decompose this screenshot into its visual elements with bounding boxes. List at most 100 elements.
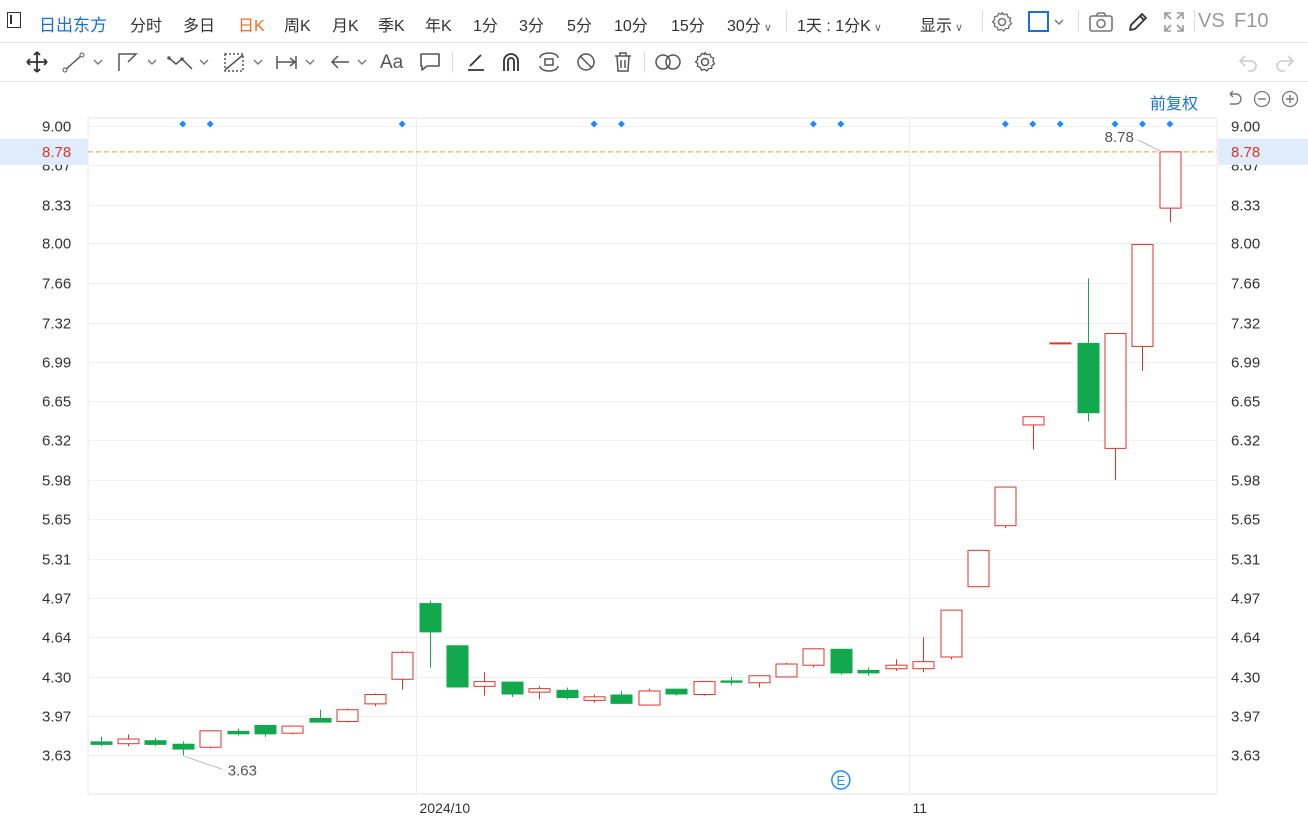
y-tick-label-left: 3.63 bbox=[42, 748, 71, 765]
sidebar-toggle-icon[interactable] bbox=[7, 12, 21, 28]
pen-icon[interactable] bbox=[464, 50, 488, 74]
range-icon[interactable] bbox=[274, 50, 318, 74]
camera-icon[interactable] bbox=[1088, 10, 1114, 34]
settings-icon[interactable] bbox=[693, 50, 717, 74]
y-tick-label-left: 6.65 bbox=[42, 394, 71, 411]
y-tick-label-right: 4.30 bbox=[1231, 670, 1260, 687]
candle bbox=[940, 609, 963, 660]
y-tick-label-left: 4.30 bbox=[42, 670, 71, 687]
period-tab[interactable]: 年K bbox=[425, 18, 452, 35]
period-tab[interactable]: 3分 bbox=[519, 18, 544, 35]
line-icon[interactable] bbox=[62, 50, 106, 74]
y-tick-label-right: 5.31 bbox=[1231, 552, 1260, 569]
current-price-label-left: 8.78 bbox=[42, 144, 71, 161]
x-tick-label: 11 bbox=[913, 800, 928, 816]
stock-name[interactable]: 日出东方 bbox=[39, 16, 107, 35]
divider bbox=[1078, 10, 1079, 32]
max-price-label: 8.78 bbox=[1105, 129, 1134, 146]
candle-body bbox=[857, 669, 880, 674]
period-tab[interactable]: 10分 bbox=[614, 18, 648, 35]
move-icon[interactable] bbox=[24, 50, 50, 74]
chevron-down-icon: ∨ bbox=[763, 22, 772, 34]
y-tick-label-left: 8.33 bbox=[42, 198, 71, 215]
candle-body bbox=[720, 680, 743, 683]
reset-icon[interactable] bbox=[1225, 90, 1243, 108]
candle-body bbox=[391, 651, 414, 680]
candle bbox=[117, 734, 140, 747]
interval-select[interactable]: 1天 : 1分K ∨ bbox=[797, 18, 882, 35]
dividend-marker-icon bbox=[837, 120, 845, 128]
candle bbox=[912, 637, 935, 673]
pencil-icon[interactable] bbox=[1126, 10, 1150, 34]
candle bbox=[1104, 333, 1127, 481]
candle-body bbox=[90, 741, 113, 745]
zoom-out-icon[interactable] bbox=[1253, 90, 1271, 108]
candle-body bbox=[309, 717, 332, 723]
y-tick-label-right: 6.32 bbox=[1231, 433, 1260, 450]
candle-body bbox=[693, 681, 716, 695]
dividend-marker-icon bbox=[809, 120, 817, 128]
candle-body bbox=[638, 690, 661, 706]
period-tab[interactable]: 30分 ∨ bbox=[727, 18, 772, 35]
x-tick-label: 2024/10 bbox=[420, 800, 471, 816]
period-tab[interactable]: 分时 bbox=[130, 18, 163, 35]
magnet-icon[interactable] bbox=[499, 50, 523, 74]
candle-body bbox=[336, 709, 359, 722]
comment-icon[interactable] bbox=[418, 50, 442, 74]
candle-body bbox=[1131, 243, 1154, 347]
redo-icon[interactable] bbox=[1273, 50, 1297, 74]
candle-body bbox=[610, 694, 633, 704]
vs-button[interactable]: VS bbox=[1198, 10, 1225, 32]
period-tab[interactable]: 15分 bbox=[671, 18, 705, 35]
period-tab[interactable]: 日K bbox=[238, 18, 265, 35]
candle bbox=[1131, 243, 1154, 372]
candle bbox=[1077, 278, 1100, 422]
y-tick-label-left: 5.31 bbox=[42, 552, 71, 569]
period-tab[interactable]: 季K bbox=[378, 18, 405, 35]
link-icon[interactable] bbox=[654, 50, 682, 74]
measure-icon[interactable] bbox=[222, 50, 266, 74]
candle-body bbox=[199, 730, 222, 748]
period-tab[interactable]: 1分 bbox=[473, 18, 498, 35]
candle-body bbox=[281, 725, 304, 734]
dividend-marker-icon bbox=[617, 120, 625, 128]
plot-frame bbox=[87, 117, 1218, 795]
candle-body bbox=[501, 681, 524, 695]
period-tab[interactable]: 5分 bbox=[567, 18, 592, 35]
trash-icon[interactable] bbox=[611, 50, 635, 74]
drawing-toolbar: Aa bbox=[0, 43, 1308, 82]
dividend-marker-icon bbox=[1166, 120, 1174, 128]
period-tab[interactable]: 周K bbox=[284, 18, 311, 35]
y-tick-label-left: 8.67 bbox=[42, 158, 71, 175]
candle-body bbox=[748, 675, 771, 684]
y-tick-label-left: 5.65 bbox=[42, 512, 71, 529]
adjust-type-button[interactable]: 前复权 bbox=[1150, 96, 1199, 113]
period-tab[interactable]: 月K bbox=[332, 18, 359, 35]
candle bbox=[775, 662, 798, 678]
text-tool-icon[interactable]: Aa bbox=[380, 52, 404, 73]
channel-icon[interactable] bbox=[116, 50, 160, 74]
arrow-icon[interactable] bbox=[328, 50, 372, 74]
candle bbox=[172, 741, 195, 756]
display-menu[interactable]: 显示 ∨ bbox=[920, 18, 964, 35]
candle bbox=[90, 736, 113, 747]
zoom-in-icon[interactable] bbox=[1281, 90, 1299, 108]
fullscreen-icon[interactable] bbox=[1162, 10, 1186, 34]
settings-icon[interactable] bbox=[990, 10, 1014, 34]
period-tab[interactable]: 多日 bbox=[183, 18, 216, 35]
lock-icon[interactable] bbox=[536, 50, 562, 74]
chart-type-select-icon[interactable] bbox=[1027, 10, 1067, 34]
y-tick-label-right: 8.67 bbox=[1231, 158, 1260, 175]
candle bbox=[254, 724, 277, 737]
candle bbox=[336, 708, 359, 723]
candle-body bbox=[802, 648, 825, 666]
polyline-icon[interactable] bbox=[166, 50, 212, 74]
candle bbox=[967, 549, 990, 588]
undo-icon[interactable] bbox=[1236, 50, 1260, 74]
f10-button[interactable]: F10 bbox=[1234, 10, 1269, 32]
candle bbox=[638, 688, 661, 706]
candle-body bbox=[1049, 342, 1072, 345]
divider bbox=[1194, 10, 1195, 32]
hide-eye-icon[interactable] bbox=[574, 50, 598, 74]
